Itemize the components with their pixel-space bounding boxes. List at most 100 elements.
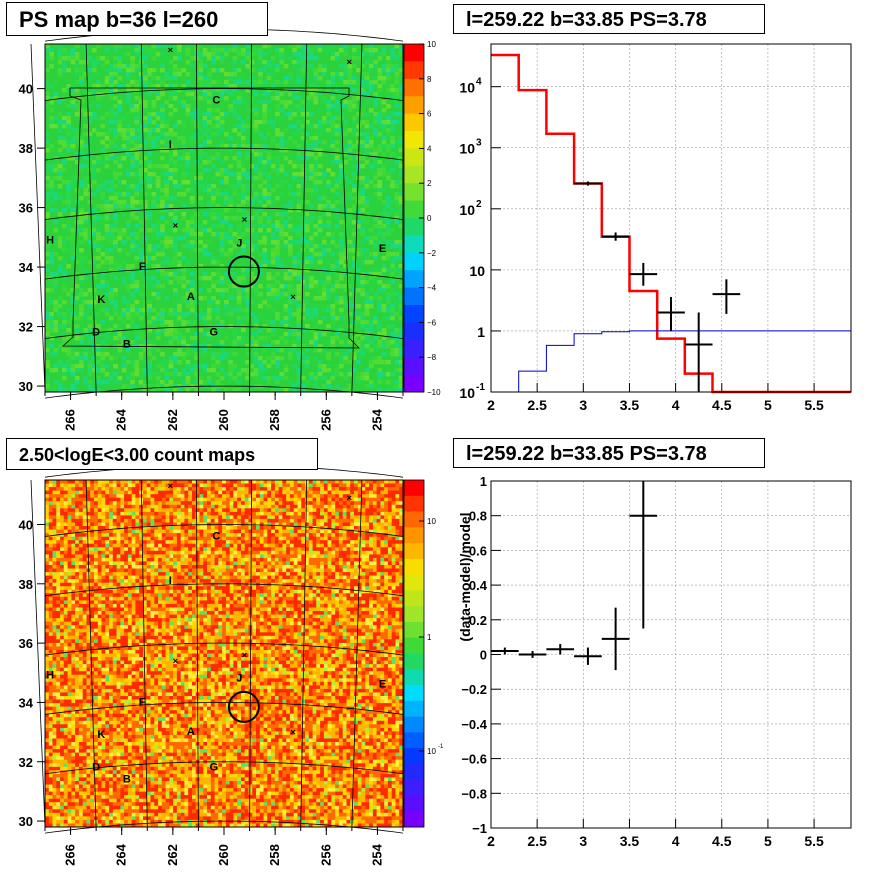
map-pixel <box>262 172 268 177</box>
map-pixel <box>126 172 131 177</box>
map-pixel <box>130 364 135 369</box>
map-pixel <box>296 180 302 185</box>
map-pixel <box>390 280 395 285</box>
map-pixel <box>56 713 61 718</box>
map-pixel <box>266 100 272 105</box>
map-pixel <box>91 272 97 277</box>
map-pixel <box>326 204 331 209</box>
map-pixel <box>236 80 242 85</box>
map-pixel <box>66 144 71 149</box>
colorbar-segment <box>404 287 424 306</box>
map-pixel <box>198 144 204 149</box>
map-pixel <box>147 84 152 89</box>
map-pixel <box>113 236 118 241</box>
map-pixel <box>386 268 391 273</box>
map-pixel <box>67 795 72 799</box>
map-pixel <box>52 781 57 785</box>
map-pixel <box>71 724 76 729</box>
map-pixel <box>215 68 221 73</box>
map-pixel <box>356 192 361 197</box>
map-pixel <box>67 809 72 814</box>
map-pixel <box>70 92 76 97</box>
map-pixel <box>172 328 178 333</box>
map-pixel <box>313 308 319 313</box>
map-pixel <box>347 348 353 353</box>
map-pixel <box>398 68 404 73</box>
map-pixel <box>292 52 297 57</box>
map-pixel <box>266 260 272 265</box>
map-pixel <box>279 228 285 233</box>
map-pixel <box>381 288 387 293</box>
map-pixel <box>75 731 80 736</box>
map-pixel <box>305 324 310 329</box>
latitude-line <box>44 207 404 220</box>
map-pixel <box>360 76 366 81</box>
map-pixel <box>62 124 67 129</box>
map-pixel <box>87 384 93 389</box>
map-pixel <box>347 248 353 253</box>
colorbar-segment <box>404 218 424 236</box>
map-pixel <box>71 752 76 757</box>
map-pixel <box>215 56 221 61</box>
map-pixel <box>296 272 302 277</box>
map-pixel <box>57 60 63 65</box>
map-pixel <box>172 312 178 317</box>
map-pixel <box>207 300 212 305</box>
map-pixel <box>151 308 157 313</box>
map-pixel <box>296 296 302 301</box>
map-pixel <box>398 240 404 245</box>
map-pixel <box>339 92 344 97</box>
map-pixel <box>155 332 161 337</box>
map-pixel <box>181 324 187 329</box>
map-pixel <box>334 264 340 269</box>
map-pixel <box>232 48 238 53</box>
map-pixel <box>245 376 250 381</box>
map-pixel <box>45 572 50 576</box>
map-pixel <box>347 140 353 145</box>
map-pixel <box>100 132 106 137</box>
map-pixel <box>48 611 53 615</box>
map-pixel <box>63 557 68 562</box>
map-pixel <box>351 204 357 209</box>
map-pixel <box>164 296 169 301</box>
region-boundary <box>61 87 360 349</box>
map-pixel <box>262 324 268 329</box>
map-pixel <box>326 356 331 361</box>
map-pixel <box>386 380 391 385</box>
map-pixel <box>398 248 404 253</box>
map-pixel <box>236 152 242 157</box>
map-pixel <box>241 288 246 293</box>
map-pixel <box>266 364 272 369</box>
map-pixel <box>377 120 383 125</box>
map-pixel <box>48 536 53 541</box>
map-pixel <box>96 56 101 61</box>
map-pixel <box>60 823 65 828</box>
map-pixel <box>386 196 391 201</box>
map-pixel <box>71 703 76 707</box>
map-pixel <box>296 276 302 281</box>
map-pixel <box>52 777 57 782</box>
map-pixel <box>67 518 72 523</box>
map-pixel <box>121 192 127 197</box>
map-pixel <box>71 692 76 697</box>
colorbar-tick-label: −6 <box>427 318 437 327</box>
map-pixel <box>386 240 391 245</box>
map-pixel <box>45 696 50 700</box>
map-pixel <box>96 72 101 77</box>
map-pixel <box>130 280 135 285</box>
map-pixel <box>351 368 357 373</box>
map-pixel <box>390 384 395 389</box>
map-pixel <box>134 68 140 73</box>
map-pixel <box>300 64 306 69</box>
map-pixel <box>398 144 404 149</box>
map-pixel <box>317 176 323 181</box>
map-pixel <box>249 224 255 229</box>
map-pixel <box>253 120 259 125</box>
map-pixel <box>262 148 268 153</box>
map-pixel <box>49 52 54 57</box>
map-pixel <box>347 236 353 241</box>
map-pixel <box>343 68 348 73</box>
map-pixel <box>138 148 144 153</box>
map-pixel <box>138 220 144 225</box>
map-pixel <box>57 296 63 301</box>
